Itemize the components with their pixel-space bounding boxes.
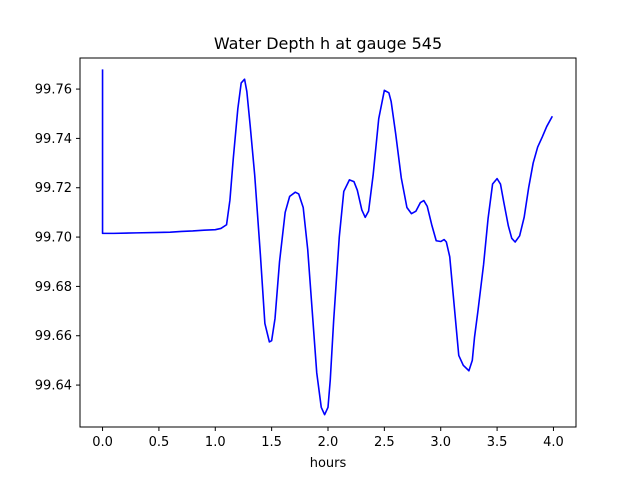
y-tick-label: 99.68 (35, 280, 72, 295)
x-tick-label: 3.0 (430, 435, 451, 450)
x-tick-label: 2.0 (318, 435, 339, 450)
y-tick-label: 99.70 (35, 231, 72, 246)
y-tick-label: 99.74 (35, 132, 72, 147)
y-tick-label: 99.76 (35, 83, 72, 98)
x-tick-label: 1.0 (205, 435, 226, 450)
chart-title: Water Depth h at gauge 545 (214, 34, 442, 53)
x-tick-label: 4.0 (543, 435, 564, 450)
x-tick-label: 0.0 (92, 435, 113, 450)
x-tick-label: 3.5 (487, 435, 508, 450)
plot-area (101, 69, 554, 416)
y-tick-label: 99.64 (35, 379, 72, 394)
x-tick-label: 0.5 (149, 435, 170, 450)
x-axis-label: hours (310, 456, 347, 471)
series-line-0 (101, 69, 554, 416)
y-tick-label: 99.72 (35, 181, 72, 196)
x-tick-label: 1.5 (261, 435, 282, 450)
x-tick-label: 2.5 (374, 435, 395, 450)
axes: 0.0 0.5 1.0 1.5 2.0 2.5 3.0 3.5 4.0 99.64 99.66 99.… (35, 57, 577, 450)
y-tick-label: 99.66 (35, 329, 72, 344)
